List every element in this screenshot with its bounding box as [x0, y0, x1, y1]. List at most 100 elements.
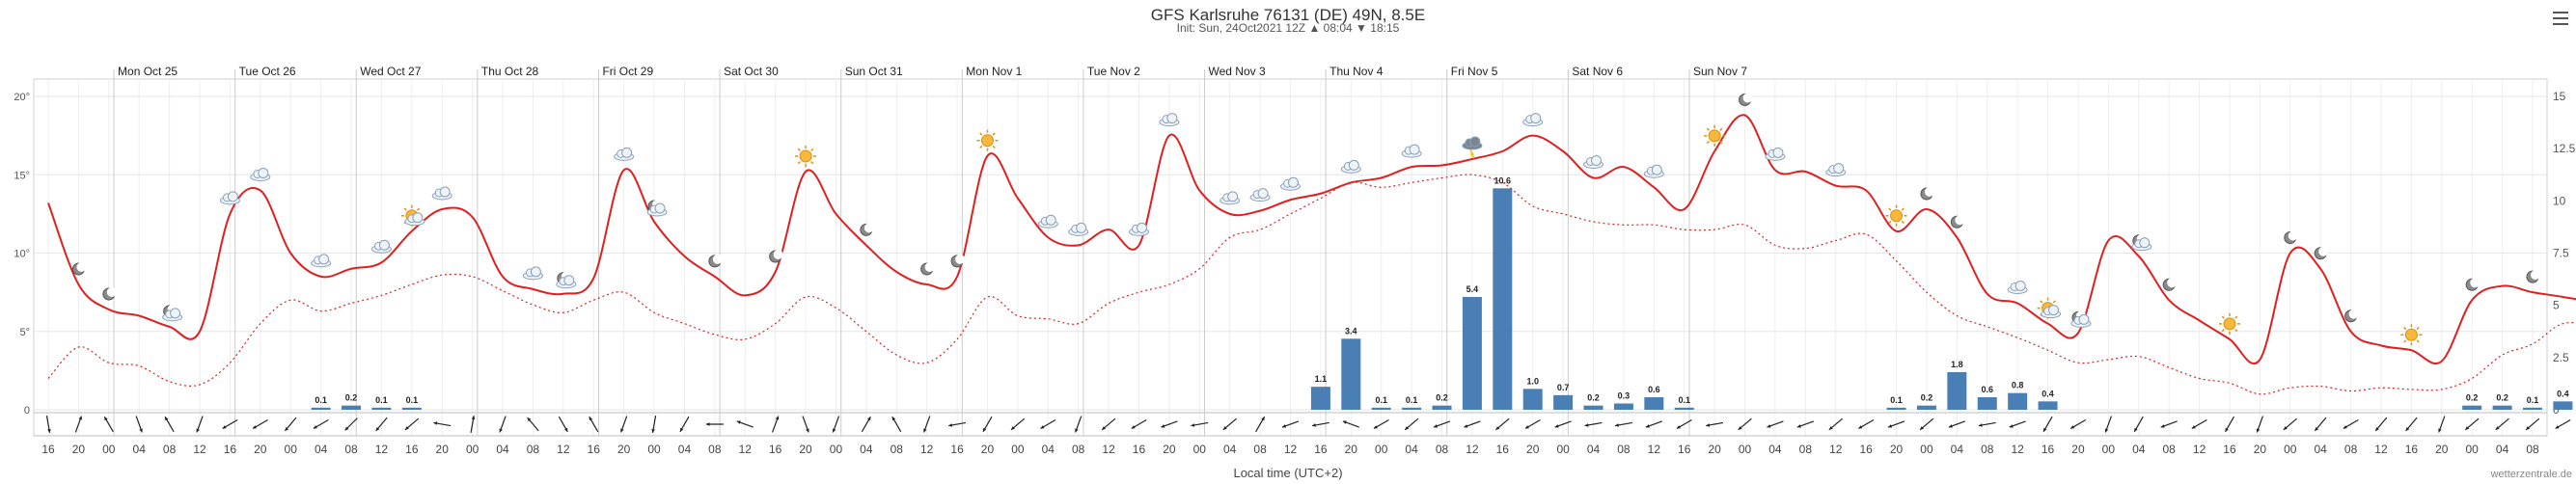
wind-arrow-icon: [1645, 420, 1662, 428]
precip-bar: [1644, 397, 1664, 410]
wind-arrow-icon: [1738, 417, 1752, 431]
moon-icon: [708, 254, 723, 268]
precip-label: 0.1: [406, 395, 419, 405]
x-tick-label: 04: [133, 443, 147, 456]
sun-icon: [2400, 324, 2423, 346]
x-tick-label: 04: [860, 443, 873, 456]
wind-arrow-icon: [1010, 417, 1026, 431]
cloud-icon: [1583, 155, 1604, 169]
x-tick-label: 00: [2466, 443, 2480, 456]
wind-arrow-icon: [1767, 420, 1784, 428]
wind-arrow-icon: [1796, 420, 1815, 428]
precip-bar: [1310, 387, 1330, 410]
day-label: Fri Nov 5: [1451, 65, 1498, 78]
wind-arrow-icon: [2495, 417, 2509, 431]
x-tick-label: 16: [588, 443, 601, 456]
cloud-icon: [614, 147, 635, 161]
sun-icon: [2218, 312, 2240, 335]
moon-icon: [2344, 309, 2359, 323]
sun-icon: [1704, 124, 1726, 147]
wind-arrow-icon: [433, 421, 452, 427]
precip-bar: [2462, 405, 2482, 410]
day-label: Sat Nov 6: [1572, 65, 1623, 78]
wind-arrow-icon: [1858, 418, 1875, 430]
x-tick-label: 16: [1133, 443, 1146, 456]
x-tick-label: 08: [2526, 443, 2539, 456]
wind-arrow-icon: [2343, 418, 2359, 430]
precip-bar: [1553, 394, 1574, 410]
wind-arrow-icon: [2133, 416, 2144, 433]
wind-arrow-icon: [2069, 418, 2087, 430]
wind-arrow-icon: [2314, 417, 2327, 432]
precip-label: 0.2: [345, 393, 358, 403]
wind-arrow-icon: [1464, 420, 1481, 428]
wind-arrow-icon: [1828, 417, 1844, 431]
x-tick-label: 20: [799, 443, 812, 456]
cloud-icon: [1765, 147, 1786, 161]
x-tick-label: 00: [1920, 443, 1933, 456]
wind-arrow-icon: [1281, 420, 1300, 428]
precip-label: 0.2: [2496, 393, 2508, 403]
wind-arrow-icon: [222, 418, 238, 430]
wind-arrow-icon: [620, 416, 628, 433]
x-tick-label: 00: [647, 443, 661, 456]
moon-icon: [1920, 187, 1934, 201]
wind-arrow-icon: [2042, 416, 2053, 433]
hamburger-menu-button[interactable]: [2553, 12, 2568, 25]
wind-arrow-icon: [2104, 416, 2113, 433]
wind-arrow-icon: [982, 416, 993, 433]
cloud-icon: [1219, 191, 1241, 205]
y-tick-right: 15: [2553, 90, 2566, 103]
x-tick-label: 08: [891, 443, 904, 456]
day-label: Mon Oct 25: [118, 65, 178, 78]
y-tick-right: 2.5: [2553, 351, 2569, 364]
x-tick-label: 04: [2315, 443, 2328, 456]
cloud-icon: [1159, 113, 1180, 127]
sun-cloud-icon: [400, 204, 425, 227]
x-tick-label: 08: [2344, 443, 2358, 456]
x-tick-label: 12: [920, 443, 934, 456]
wind-arrow-icon: [736, 420, 754, 428]
moon-icon: [2465, 278, 2480, 291]
x-tick-label: 00: [1193, 443, 1207, 456]
x-tick-label: 04: [496, 443, 509, 456]
precip-label: 0.8: [2012, 381, 2024, 390]
wind-arrow-icon: [1614, 421, 1632, 427]
x-tick-label: 20: [617, 443, 631, 456]
cloud-icon: [2007, 281, 2028, 294]
x-tick-label: 04: [678, 443, 692, 456]
wind-arrow-icon: [802, 416, 809, 433]
moon-icon: [950, 254, 966, 268]
precip-bar: [1462, 297, 1482, 410]
moon-icon: [2314, 246, 2329, 260]
sun-icon: [795, 146, 817, 167]
wind-arrow-icon: [1311, 421, 1329, 427]
wind-arrow-icon: [135, 416, 143, 433]
precip-label: 0.2: [1921, 393, 1933, 403]
day-label: Sat Oct 30: [724, 65, 779, 78]
x-tick-label: 20: [1708, 443, 1721, 456]
precip-bar: [1522, 389, 1543, 410]
moon-cloud-icon: [2131, 233, 2152, 252]
y-tick-left: 5°: [19, 327, 30, 338]
sunset-time: 18:15: [1370, 21, 1400, 35]
precip-label: 0.2: [1436, 393, 1448, 403]
precip-bar: [2038, 401, 2058, 410]
x-tick-label: 12: [2011, 443, 2024, 456]
wind-arrow-icon: [2256, 416, 2264, 433]
x-tick-label: 00: [285, 443, 298, 456]
credit-link[interactable]: wetterzentrale.de: [2490, 469, 2572, 480]
x-tick-label: 20: [2435, 443, 2449, 456]
x-tick-label: 20: [1526, 443, 1540, 456]
wind-arrow-icon: [861, 416, 871, 433]
wind-arrow-icon: [1191, 421, 1209, 427]
x-tick-label: 16: [1496, 443, 1510, 456]
wind-arrow-icon: [1373, 418, 1389, 430]
x-tick-label: 16: [1859, 443, 1873, 456]
precip-bar: [371, 407, 392, 410]
sun-icon: [976, 129, 999, 151]
x-tick-label: 20: [436, 443, 450, 456]
cloud-icon: [219, 191, 240, 205]
precip-label: 10.6: [1494, 175, 1512, 185]
x-tick-label: 12: [1284, 443, 1298, 456]
